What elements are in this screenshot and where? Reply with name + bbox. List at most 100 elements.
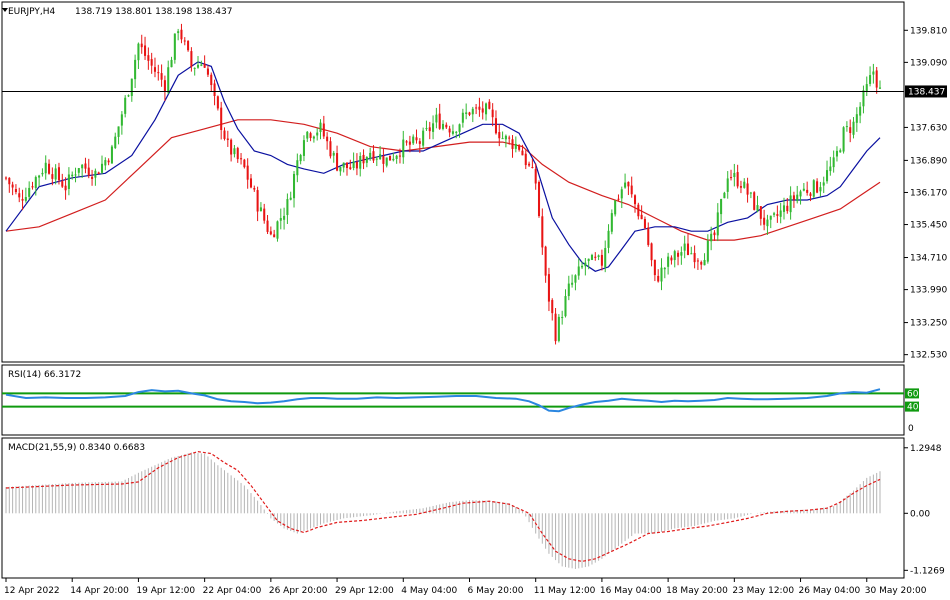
candle-body xyxy=(713,232,716,236)
candle-body xyxy=(167,67,170,93)
candle-body xyxy=(640,214,643,220)
candle-body xyxy=(491,109,494,118)
candle-body xyxy=(802,188,805,191)
price-panel xyxy=(1,1,905,363)
candle-body xyxy=(845,126,848,128)
time-tick-label: 26 May 04:00 xyxy=(799,586,861,596)
ma-slow-line xyxy=(5,119,881,241)
candle-body xyxy=(481,108,484,113)
candle-body xyxy=(64,185,67,191)
candle-body xyxy=(445,124,448,128)
candle-body xyxy=(249,178,253,188)
candle-body xyxy=(677,252,680,257)
rsi-y-axis: 60 40 0 xyxy=(905,388,919,434)
candle-body xyxy=(405,141,408,143)
candle-body xyxy=(41,172,44,175)
candle-body xyxy=(508,137,511,139)
candle-body xyxy=(769,215,772,220)
candle-body xyxy=(223,130,226,139)
candle-body xyxy=(557,316,560,341)
rsi-level-label: 40 xyxy=(907,403,919,413)
candle-body xyxy=(627,181,630,187)
time-tick-label: 29 Apr 12:00 xyxy=(335,586,394,596)
candle-body xyxy=(190,51,193,67)
candle-body xyxy=(130,78,133,96)
candle-body xyxy=(594,256,597,258)
candle-body xyxy=(362,154,365,164)
candle-body xyxy=(663,267,666,270)
candle-body xyxy=(233,148,236,155)
candle-body xyxy=(292,173,296,199)
candle-body xyxy=(816,181,819,193)
candle-body xyxy=(339,166,342,172)
price-tick-label: 137.630 xyxy=(910,123,947,133)
time-tick-label: 18 May 20:00 xyxy=(666,586,728,596)
candle-body xyxy=(733,172,736,178)
candle-body xyxy=(369,152,372,159)
time-tick-label: 30 May 20:00 xyxy=(865,586,927,596)
candle-body xyxy=(435,114,438,123)
candle-body xyxy=(425,128,428,130)
candle-body xyxy=(240,158,243,160)
candles xyxy=(4,23,882,345)
candle-body xyxy=(564,296,567,317)
candle-body xyxy=(11,184,14,188)
candle-body xyxy=(137,43,140,61)
candle-body xyxy=(243,159,246,168)
candle-body xyxy=(402,139,405,158)
candle-body xyxy=(269,231,272,235)
candle-body xyxy=(739,186,742,188)
candle-body xyxy=(246,165,249,180)
price-tick-label: 136.890 xyxy=(910,156,947,166)
candle-body xyxy=(48,163,51,174)
candle-body xyxy=(839,150,842,153)
candle-body xyxy=(574,275,577,283)
candle-body xyxy=(259,207,262,212)
candle-body xyxy=(706,240,709,262)
candle-body xyxy=(140,43,143,48)
candle-body xyxy=(342,162,345,168)
candle-body xyxy=(355,161,358,169)
candle-body xyxy=(551,300,554,314)
candle-body xyxy=(852,121,855,135)
candle-body xyxy=(875,70,878,88)
candle-body xyxy=(97,172,100,175)
candle-body xyxy=(28,187,31,197)
candle-body xyxy=(494,118,497,134)
candle-body xyxy=(283,215,286,220)
collapse-triangle-icon[interactable] xyxy=(2,8,8,12)
rsi-path xyxy=(5,388,881,413)
candle-body xyxy=(607,230,610,248)
candle-body xyxy=(855,114,858,123)
candle-body xyxy=(859,106,862,116)
candle-body xyxy=(581,265,584,268)
candle-body xyxy=(554,313,557,342)
rsi-level-tag xyxy=(905,401,919,412)
candle-body xyxy=(170,59,173,68)
candle-body xyxy=(398,155,401,157)
candle-body xyxy=(408,141,411,145)
candle-body xyxy=(746,183,749,195)
rsi-header: RSI(14) 66.3172 xyxy=(8,370,81,380)
candle-body xyxy=(134,59,137,80)
candle-body xyxy=(653,259,656,276)
time-tick-label: 6 May 20:00 xyxy=(467,586,523,596)
candle-body xyxy=(71,174,74,177)
candle-body xyxy=(54,168,57,180)
candle-body xyxy=(766,219,769,227)
candle-body xyxy=(124,97,127,114)
current-price-tag: 138.437 xyxy=(905,85,947,98)
candle-body xyxy=(422,130,425,146)
candle-body xyxy=(213,83,216,96)
candle-body xyxy=(614,200,617,215)
macd-tick-label: -1.1269 xyxy=(910,566,945,576)
candle-body xyxy=(359,155,362,169)
candle-body xyxy=(147,55,150,61)
symbol-header: EURJPY,H4 xyxy=(8,7,56,17)
candle-body xyxy=(144,45,147,56)
macd-signal-path xyxy=(5,450,881,563)
candle-body xyxy=(220,107,223,131)
candle-body xyxy=(647,227,650,245)
candle-body xyxy=(696,260,699,262)
